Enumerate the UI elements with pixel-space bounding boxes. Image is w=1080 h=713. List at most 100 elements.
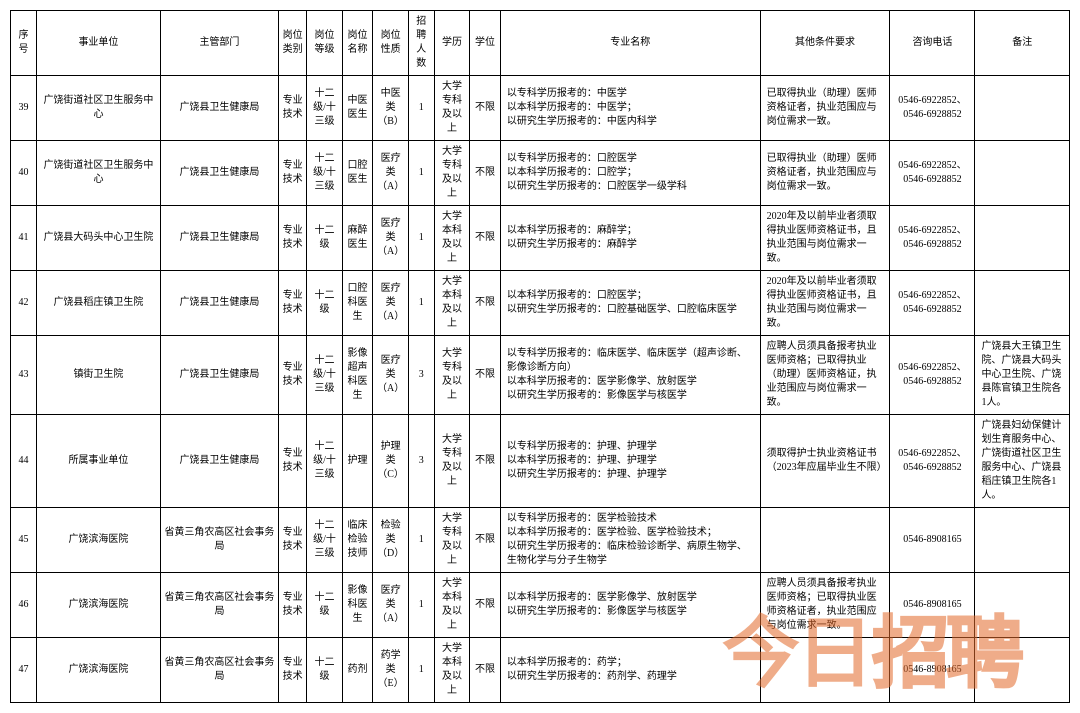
cell-deg: 不限 — [470, 638, 501, 703]
col-header: 学位 — [470, 11, 501, 76]
cell-num: 3 — [408, 415, 434, 508]
cell-name: 护理 — [342, 415, 373, 508]
cell-phone: 0546-8908165 — [890, 638, 975, 703]
cell-dept: 广饶县卫生健康局 — [160, 271, 278, 336]
cell-dept: 广饶县卫生健康局 — [160, 76, 278, 141]
cell-unit: 广饶街道社区卫生服务中心 — [36, 141, 160, 206]
cell-seq: 44 — [11, 415, 37, 508]
cell-name: 药剂 — [342, 638, 373, 703]
cell-dept: 广饶县卫生健康局 — [160, 415, 278, 508]
cell-dept: 省黄三角农高区社会事务局 — [160, 573, 278, 638]
cell-edu: 大学专科及以上 — [434, 76, 469, 141]
cell-nat: 医疗类（A） — [373, 271, 408, 336]
cell-note — [975, 638, 1070, 703]
cell-seq: 43 — [11, 336, 37, 415]
cell-edu: 大学本科及以上 — [434, 271, 469, 336]
cell-nat: 护理类（C） — [373, 415, 408, 508]
cell-dept: 广饶县卫生健康局 — [160, 141, 278, 206]
cell-dept: 省黄三角农高区社会事务局 — [160, 508, 278, 573]
col-header: 岗位等级 — [307, 11, 342, 76]
table-row: 43镇街卫生院广饶县卫生健康局专业技术十二级/十三级影像超声科医生医疗类（A）3… — [11, 336, 1070, 415]
col-header: 备注 — [975, 11, 1070, 76]
col-header: 咨询电话 — [890, 11, 975, 76]
cell-note — [975, 508, 1070, 573]
cell-other — [760, 638, 890, 703]
cell-other: 已取得执业（助理）医师资格证者，执业范围应与岗位需求一致。 — [760, 141, 890, 206]
cell-cat: 专业技术 — [278, 206, 306, 271]
cell-cat: 专业技术 — [278, 415, 306, 508]
cell-other: 2020年及以前毕业者须取得执业医师资格证书，且执业范围与岗位需求一致。 — [760, 206, 890, 271]
cell-grade: 十二级/十三级 — [307, 141, 342, 206]
cell-deg: 不限 — [470, 573, 501, 638]
cell-phone: 0546-8908165 — [890, 508, 975, 573]
cell-major: 以专科学历报考的：临床医学、临床医学（超声诊断、影像诊断方向）以本科学历报考的：… — [500, 336, 760, 415]
cell-dept: 省黄三角农高区社会事务局 — [160, 638, 278, 703]
cell-name: 中医医生 — [342, 76, 373, 141]
cell-edu: 大学专科及以上 — [434, 336, 469, 415]
cell-num: 1 — [408, 206, 434, 271]
cell-phone: 0546-6922852、0546-6928852 — [890, 76, 975, 141]
cell-name: 影像超声科医生 — [342, 336, 373, 415]
cell-note — [975, 76, 1070, 141]
cell-unit: 广饶滨海医院 — [36, 638, 160, 703]
cell-note: 广饶县大王镇卫生院、广饶县大码头中心卫生院、广饶县陈官镇卫生院各1人。 — [975, 336, 1070, 415]
cell-note — [975, 141, 1070, 206]
cell-cat: 专业技术 — [278, 638, 306, 703]
cell-seq: 45 — [11, 508, 37, 573]
table-row: 47广饶滨海医院省黄三角农高区社会事务局专业技术十二级药剂药学类（E）1大学本科… — [11, 638, 1070, 703]
cell-edu: 大学专科及以上 — [434, 415, 469, 508]
cell-note: 广饶县妇幼保健计划生育服务中心、广饶街道社区卫生服务中心、广饶县稻庄镇卫生院各1… — [975, 415, 1070, 508]
table-row: 44所属事业单位广饶县卫生健康局专业技术十二级/十三级护理护理类（C）3大学专科… — [11, 415, 1070, 508]
cell-dept: 广饶县卫生健康局 — [160, 336, 278, 415]
cell-nat: 医疗类（A） — [373, 336, 408, 415]
cell-cat: 专业技术 — [278, 336, 306, 415]
cell-cat: 专业技术 — [278, 573, 306, 638]
cell-note — [975, 573, 1070, 638]
cell-nat: 医疗类（A） — [373, 573, 408, 638]
col-header: 岗位性质 — [373, 11, 408, 76]
cell-major: 以专科学历报考的：口腔医学以本科学历报考的：口腔学；以研究生学历报考的：口腔医学… — [500, 141, 760, 206]
col-header: 岗位类别 — [278, 11, 306, 76]
col-header: 学历 — [434, 11, 469, 76]
table-row: 40广饶街道社区卫生服务中心广饶县卫生健康局专业技术十二级/十三级口腔医生医疗类… — [11, 141, 1070, 206]
col-header: 招聘人数 — [408, 11, 434, 76]
cell-major: 以专科学历报考的：护理、护理学以本科学历报考的：护理、护理学以研究生学历报考的：… — [500, 415, 760, 508]
cell-deg: 不限 — [470, 206, 501, 271]
cell-unit: 镇街卫生院 — [36, 336, 160, 415]
cell-note — [975, 206, 1070, 271]
col-header: 岗位名称 — [342, 11, 373, 76]
cell-edu: 大学本科及以上 — [434, 573, 469, 638]
cell-deg: 不限 — [470, 336, 501, 415]
cell-num: 1 — [408, 141, 434, 206]
cell-cat: 专业技术 — [278, 508, 306, 573]
cell-num: 1 — [408, 271, 434, 336]
cell-unit: 广饶滨海医院 — [36, 508, 160, 573]
cell-num: 1 — [408, 508, 434, 573]
cell-deg: 不限 — [470, 141, 501, 206]
cell-deg: 不限 — [470, 271, 501, 336]
cell-deg: 不限 — [470, 76, 501, 141]
cell-unit: 广饶街道社区卫生服务中心 — [36, 76, 160, 141]
cell-note — [975, 271, 1070, 336]
cell-major: 以本科学历报考的：口腔医学；以研究生学历报考的：口腔基础医学、口腔临床医学 — [500, 271, 760, 336]
cell-grade: 十二级 — [307, 573, 342, 638]
cell-unit: 广饶县稻庄镇卫生院 — [36, 271, 160, 336]
cell-nat: 检验类（D） — [373, 508, 408, 573]
cell-grade: 十二级/十三级 — [307, 508, 342, 573]
cell-deg: 不限 — [470, 415, 501, 508]
col-header: 主管部门 — [160, 11, 278, 76]
cell-seq: 40 — [11, 141, 37, 206]
cell-other: 2020年及以前毕业者须取得执业医师资格证书，且执业范围与岗位需求一致。 — [760, 271, 890, 336]
cell-name: 临床检验技师 — [342, 508, 373, 573]
cell-seq: 46 — [11, 573, 37, 638]
cell-phone: 0546-8908165 — [890, 573, 975, 638]
cell-seq: 39 — [11, 76, 37, 141]
cell-dept: 广饶县卫生健康局 — [160, 206, 278, 271]
cell-nat: 医疗类（A） — [373, 141, 408, 206]
cell-name: 口腔医生 — [342, 141, 373, 206]
table-row: 46广饶滨海医院省黄三角农高区社会事务局专业技术十二级影像科医生医疗类（A）1大… — [11, 573, 1070, 638]
cell-phone: 0546-6922852、0546-6928852 — [890, 141, 975, 206]
cell-other: 应聘人员须具备报考执业医师资格；已取得执业（助理）医师资格证，执业范围应与岗位需… — [760, 336, 890, 415]
cell-major: 以本科学历报考的：医学影像学、放射医学以研究生学历报考的：影像医学与核医学 — [500, 573, 760, 638]
cell-major: 以专科学历报考的：医学检验技术以本科学历报考的：医学检验、医学检验技术；以研究生… — [500, 508, 760, 573]
